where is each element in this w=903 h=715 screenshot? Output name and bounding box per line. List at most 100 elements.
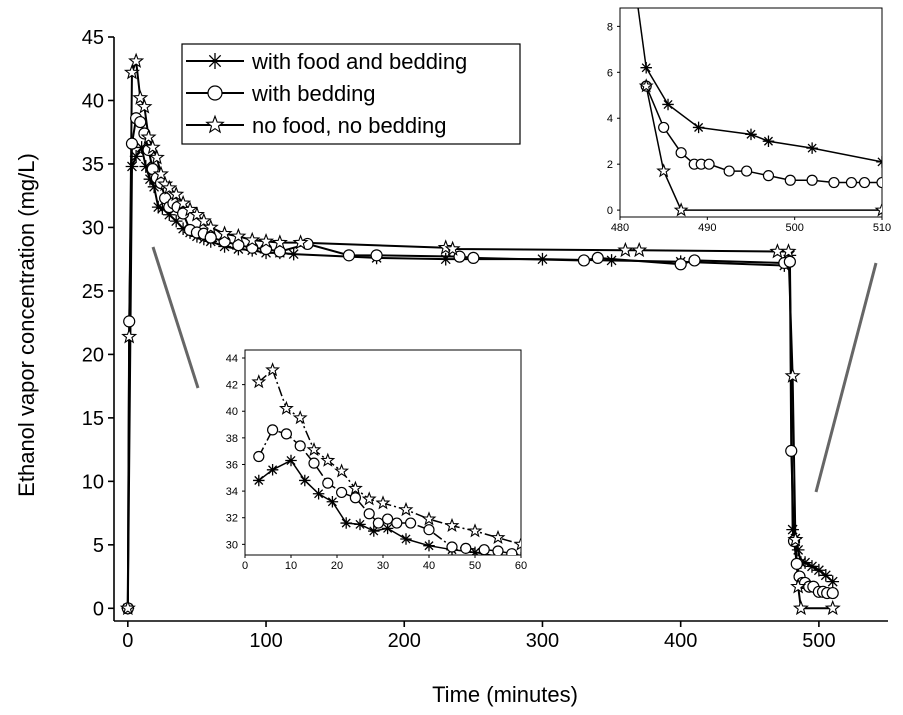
main-point-star xyxy=(168,185,185,202)
main-point-circle xyxy=(826,586,839,600)
legend-marker-asterisk xyxy=(206,52,224,70)
inset-start-point-asterisk xyxy=(368,525,380,537)
inset-start-series-line-star xyxy=(258,368,521,546)
main-point-asterisk xyxy=(826,575,840,588)
inset-pointer-lines xyxy=(151,246,878,493)
main-point-asterisk xyxy=(812,563,826,577)
inset-start-point-star xyxy=(306,442,322,457)
main-point-circle xyxy=(591,251,604,265)
inset-start-point-circle xyxy=(308,457,320,469)
inset-start-y-tick-label: 40 xyxy=(226,406,238,418)
inset-start-point-star xyxy=(398,501,414,517)
inset-start-point-star xyxy=(361,491,377,506)
inset-end-point-circle xyxy=(658,121,670,134)
main-x-tick-label: 300 xyxy=(526,630,559,652)
main-point-star xyxy=(292,234,309,250)
inset-end-point-circle xyxy=(806,174,818,186)
inset-start-point-star xyxy=(292,410,308,425)
inset-start-point-asterisk xyxy=(354,518,366,531)
inset-start-point-circle xyxy=(391,517,403,529)
main-x-tick-label: 0 xyxy=(122,630,133,652)
inset-start-point-circle xyxy=(423,524,435,536)
inset-start-point-star xyxy=(278,400,294,415)
inset-start-point-star xyxy=(251,374,267,389)
inset-end-point-circle xyxy=(828,176,840,189)
inset-start-y-tick-label: 42 xyxy=(226,380,238,392)
main-y-tick-label: 40 xyxy=(82,91,104,113)
main-point-star xyxy=(444,240,461,256)
inset-end-point-star xyxy=(656,163,672,178)
inset-start-x-tick-label: 10 xyxy=(285,560,297,572)
inset-end-y-tick-label: 8 xyxy=(607,21,613,33)
main-point-circle xyxy=(123,315,136,328)
inset-end-point-asterisk xyxy=(662,98,674,111)
inset-end-point-circle xyxy=(723,165,735,177)
inset-start-point-circle xyxy=(349,492,361,504)
inset-start-point-circle xyxy=(478,544,490,555)
legend-marker-star xyxy=(205,114,225,134)
inset-end-point-asterisk xyxy=(745,128,757,141)
inset-end-background xyxy=(620,8,882,217)
main-point-star xyxy=(769,243,786,259)
main-point-asterisk xyxy=(798,556,812,569)
inset-start-y-tick-label: 36 xyxy=(226,459,238,471)
inset-start-y-tick-label: 44 xyxy=(226,353,238,365)
inset-end-frame xyxy=(619,7,883,218)
inset-start-point-circle xyxy=(492,545,504,555)
main-point-asterisk xyxy=(147,180,161,194)
inset-start-point-star xyxy=(320,452,336,467)
main-point-star xyxy=(230,227,247,244)
main-point-star xyxy=(152,165,170,181)
legend-label-asterisk: with food and bedding xyxy=(251,49,467,74)
main-point-star xyxy=(144,139,161,155)
x-axis-title: Time (minutes) xyxy=(432,682,578,707)
inset-end-point-asterisk xyxy=(692,121,705,134)
main-point-star xyxy=(792,599,809,616)
main-point-star xyxy=(140,128,157,145)
main-point-circle xyxy=(125,137,139,150)
main-point-star xyxy=(161,179,178,195)
inset-end-y-tick-label: 2 xyxy=(607,159,613,171)
main-point-star xyxy=(244,231,261,247)
inset-start-point-circle xyxy=(372,517,384,529)
main-point-star xyxy=(271,234,288,250)
main-point-star xyxy=(631,241,648,258)
inset-end-point-circle xyxy=(858,176,871,189)
main-point-asterisk xyxy=(439,252,453,266)
main-x-tick-label: 200 xyxy=(388,630,421,652)
main-point-asterisk xyxy=(151,200,165,214)
inset-start-point-star xyxy=(467,523,483,538)
main-point-circle xyxy=(134,115,147,129)
main-y-tick-label: 30 xyxy=(82,218,104,240)
inset-start-point-circle xyxy=(446,541,458,553)
inset-end-x-tick-label: 510 xyxy=(873,222,891,234)
main-point-asterisk xyxy=(287,247,300,261)
inset-start-point-star xyxy=(444,517,460,533)
inset-start-point-circle xyxy=(405,517,417,529)
inset-start-point-asterisk xyxy=(326,496,339,508)
inset-end-point-star xyxy=(673,202,689,217)
inset-start-x-tick-label: 30 xyxy=(377,560,389,572)
main-x-tick-label: 100 xyxy=(249,630,282,652)
inset-start-point-star xyxy=(334,463,350,478)
main-point-star xyxy=(216,225,233,241)
inset-end-point-star xyxy=(874,202,882,217)
inset-start-y-tick-label: 32 xyxy=(226,513,238,525)
main-point-star xyxy=(123,64,141,80)
inset-start-point-asterisk xyxy=(381,522,394,535)
main-point-asterisk xyxy=(135,141,148,154)
inset-end-point-asterisk xyxy=(640,61,652,74)
inset-start-point-asterisk xyxy=(423,539,435,552)
inset-start-x-tick-label: 40 xyxy=(423,560,435,572)
main-point-asterisk xyxy=(156,202,169,215)
inset-start-y-tick-label: 38 xyxy=(226,433,238,445)
inset-end-point-circle xyxy=(762,170,775,182)
inset-start-point-star xyxy=(421,511,437,526)
inset-start-point-asterisk xyxy=(266,464,279,476)
main-point-star xyxy=(202,218,219,235)
main-y-tick-label: 10 xyxy=(82,472,104,494)
inset-end-plot: 480 490 500 510 0 2 4 6 8 xyxy=(607,7,891,234)
main-point-star xyxy=(119,599,136,616)
inset-end-series-line-star xyxy=(645,85,882,211)
main-point-asterisk xyxy=(125,160,139,173)
